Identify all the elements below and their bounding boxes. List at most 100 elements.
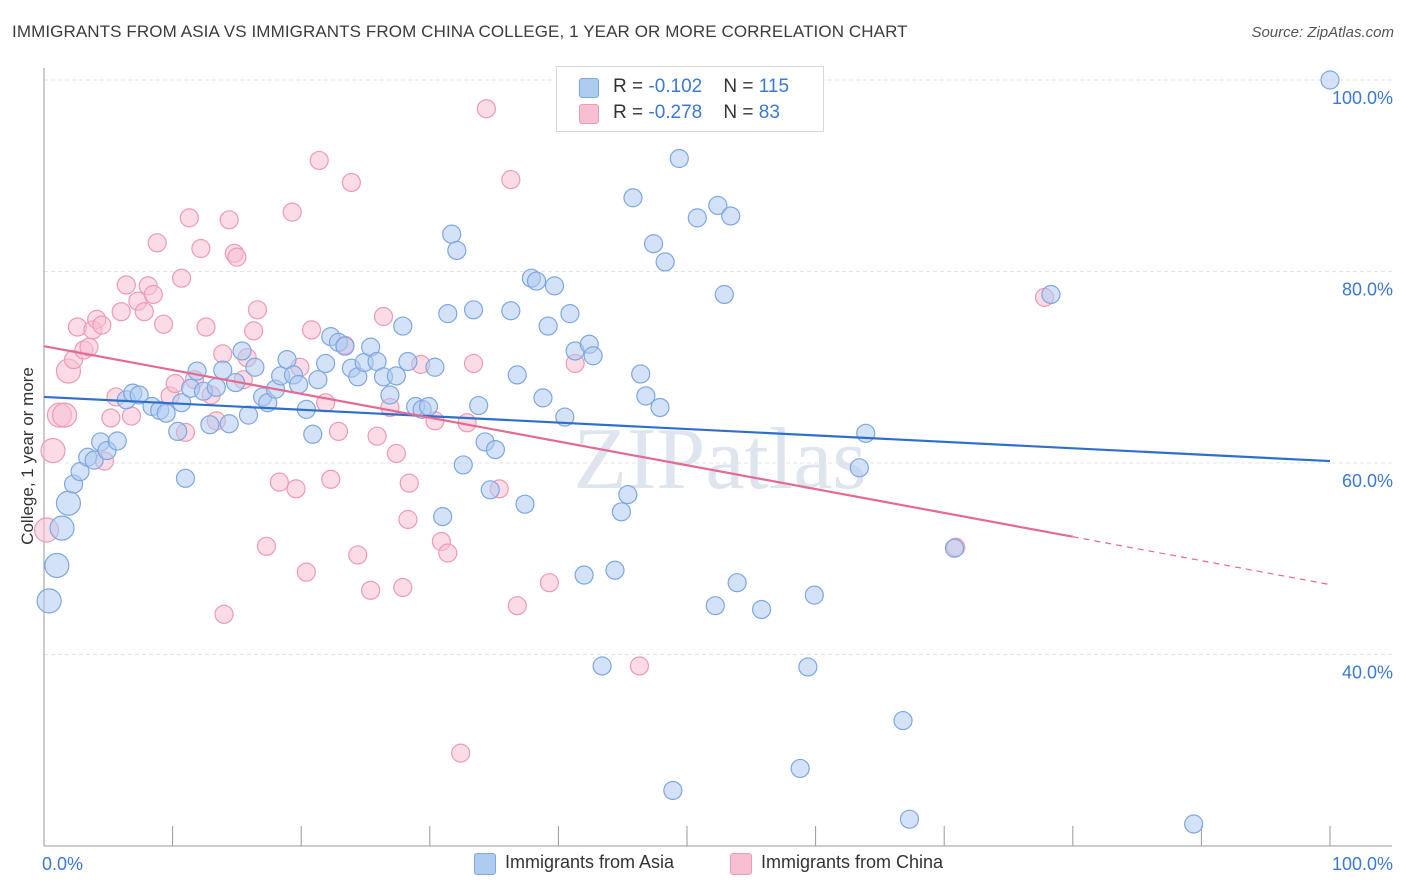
asia-point <box>592 656 612 676</box>
china-point <box>367 426 387 446</box>
china-legend-label: Immigrants from China <box>761 852 944 872</box>
asia-point <box>206 377 226 397</box>
asia-point <box>1184 814 1204 834</box>
china-point <box>321 469 341 489</box>
tick-labels: 40.0% 60.0% 80.0% 100.0% 0.0% 100.0% <box>42 88 1393 874</box>
asia-point <box>605 560 625 580</box>
china-point <box>196 317 216 337</box>
asia-point <box>899 809 920 829</box>
china-point <box>629 656 650 676</box>
trend-lines <box>43 345 1331 586</box>
china-point <box>301 320 322 340</box>
china-point <box>191 238 211 259</box>
asia-legend-swatch <box>474 853 496 875</box>
legend-china-text: R = -0.278 N = 83 <box>613 102 780 123</box>
china-point <box>393 577 413 598</box>
asia-point <box>708 195 728 216</box>
china-point <box>214 604 234 624</box>
asia-point <box>308 370 328 390</box>
asia-point <box>574 565 594 585</box>
asia-point <box>380 385 400 405</box>
china-point <box>134 302 154 322</box>
series-china-points <box>33 99 1055 763</box>
china-point <box>309 150 329 171</box>
china-point <box>286 479 306 499</box>
china-point <box>438 543 458 563</box>
asia-point <box>36 588 62 614</box>
asia-point <box>533 388 553 408</box>
asia-point <box>669 148 689 169</box>
asia-point <box>1320 70 1340 90</box>
asia-point <box>526 271 547 291</box>
asia-point <box>245 357 265 377</box>
china-point <box>219 210 239 230</box>
asia-point <box>1041 284 1061 305</box>
asia-point <box>289 374 309 395</box>
y-axis-label: College, 1 year or more <box>18 367 37 545</box>
asia-point <box>636 386 656 406</box>
asia-point <box>156 403 176 423</box>
china-point <box>476 99 496 119</box>
asia-point <box>804 585 824 605</box>
asia-point <box>631 364 651 384</box>
asia-point <box>335 336 355 356</box>
y-tick-label: 80.0% <box>1342 280 1393 300</box>
asia-point <box>849 458 869 478</box>
china-point <box>463 353 484 374</box>
x-tick-label: 0.0% <box>42 854 83 874</box>
asia-point <box>583 346 603 366</box>
asia-point <box>714 284 734 305</box>
asia-point <box>398 351 418 372</box>
y-tick-label: 100.0% <box>1332 88 1393 108</box>
asia-point <box>469 395 489 416</box>
china-point <box>92 315 112 335</box>
asia-point <box>447 240 467 261</box>
china-swatch <box>579 104 599 124</box>
asia-point <box>168 421 188 442</box>
asia-point <box>393 316 413 336</box>
asia-point <box>55 490 82 516</box>
asia-swatch <box>579 78 599 98</box>
asia-point <box>485 439 505 460</box>
asia-point <box>200 415 220 435</box>
asia-point <box>555 407 575 427</box>
asia-point <box>790 758 810 779</box>
asia-point <box>501 301 521 321</box>
asia-point <box>44 552 70 579</box>
china-point <box>179 208 199 228</box>
china-legend-swatch <box>730 853 752 875</box>
asia-point <box>107 431 127 451</box>
china-point <box>227 247 247 267</box>
asia-point <box>453 455 473 475</box>
china-point <box>348 545 368 565</box>
asia-point <box>480 480 500 500</box>
china-point <box>398 509 418 530</box>
china-point <box>399 473 419 493</box>
china-point <box>40 437 66 464</box>
asia-point <box>623 188 643 208</box>
china-trend-line <box>43 345 1074 538</box>
asia-point <box>727 573 747 593</box>
asia-trend-line <box>43 395 1331 463</box>
stats-legend: R = -0.102 N = 115 R = -0.278 N = 83 <box>556 66 824 132</box>
china-point <box>296 562 316 582</box>
asia-point <box>650 397 670 418</box>
asia-point <box>219 414 239 434</box>
asia-point <box>751 599 772 620</box>
asia-point <box>544 276 565 296</box>
asia-point <box>438 304 458 324</box>
y-tick-label: 60.0% <box>1342 471 1393 491</box>
china-point <box>121 406 142 426</box>
china-point <box>101 408 121 428</box>
china-point <box>244 321 264 341</box>
asia-point <box>856 423 876 443</box>
asia-point <box>425 357 445 377</box>
asia-point <box>560 304 580 324</box>
china-point <box>539 573 559 593</box>
china-trend-line-extension <box>1072 536 1331 586</box>
asia-legend-label: Immigrants from Asia <box>505 852 675 872</box>
asia-point <box>538 316 558 336</box>
china-point <box>51 402 78 428</box>
legend-asia-text: R = -0.102 N = 115 <box>613 76 790 97</box>
